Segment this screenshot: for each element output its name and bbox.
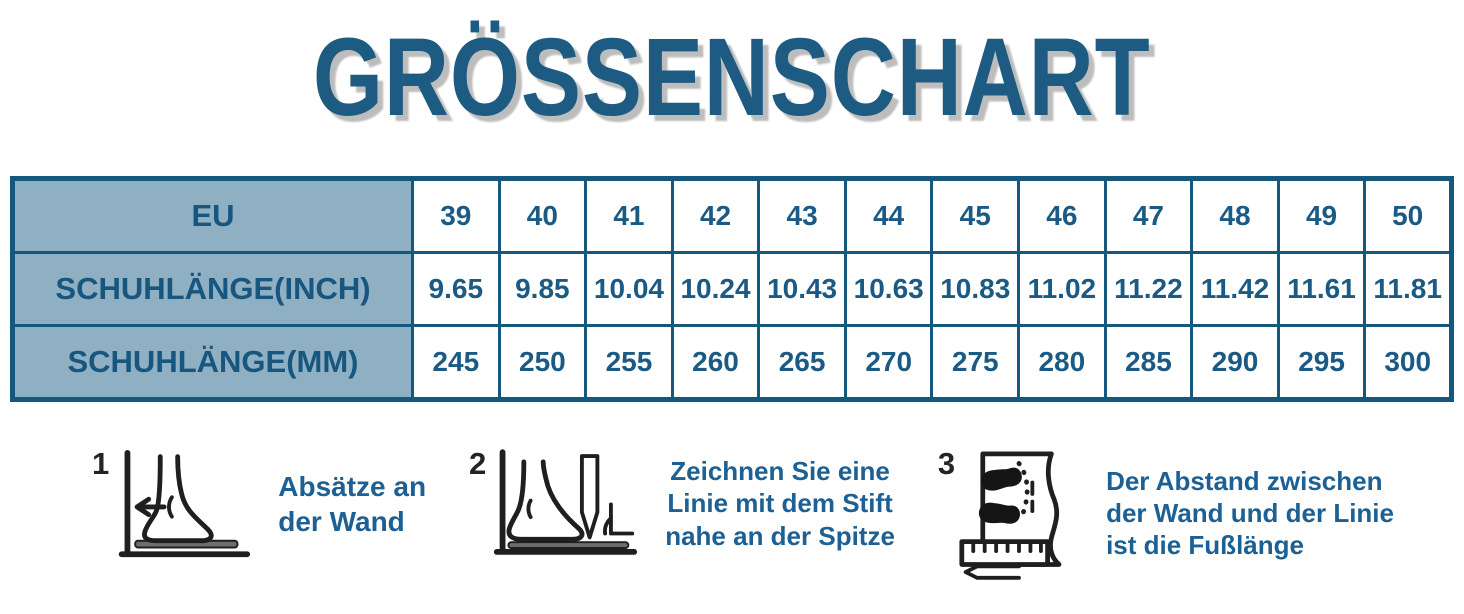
step-text-line: Absätze an bbox=[278, 471, 427, 503]
size-cell: 47 bbox=[1103, 177, 1194, 254]
size-cell: 250 bbox=[497, 324, 588, 401]
step-text-line: Zeichnen Sie eine bbox=[670, 456, 890, 487]
step-2: 2 Zeichnen Sie eine Linie mit dem Stift … bbox=[469, 446, 895, 561]
size-cell: 11.02 bbox=[1017, 251, 1107, 327]
size-cell: 11.81 bbox=[1363, 251, 1453, 327]
step-text-line: der Wand und der Linie bbox=[1106, 497, 1394, 528]
step-text-line: ist die Fußlänge bbox=[1106, 530, 1304, 561]
step-1-text: Absätze an der Wand bbox=[278, 470, 426, 539]
page-title: GRÖSSENSCHART bbox=[313, 16, 1151, 139]
pencil-glyph bbox=[580, 454, 600, 540]
table-row-mm: SCHUHLÄNGE(MM) 245 250 255 260 265 270 2… bbox=[11, 324, 1453, 401]
step-text-line: der Wand bbox=[278, 506, 405, 537]
size-cell: 44 bbox=[843, 177, 934, 254]
size-cell: 9.65 bbox=[411, 251, 501, 327]
size-cell: 260 bbox=[670, 324, 761, 401]
size-cell: 48 bbox=[1190, 177, 1280, 254]
step-text-line: Linie mit dem Stift bbox=[667, 488, 893, 519]
title-area: GRÖSSENSCHART bbox=[0, 14, 1464, 148]
draw-line-at-toe-icon bbox=[494, 449, 638, 555]
paper-sheet bbox=[980, 451, 1062, 567]
size-cell: 45 bbox=[930, 177, 1021, 254]
size-cell: 50 bbox=[1363, 177, 1453, 254]
step-1-number: 1 bbox=[92, 446, 110, 481]
step-3-text: Der Abstand zwischen der Wand und der Li… bbox=[1106, 465, 1394, 562]
size-cell: 280 bbox=[1017, 324, 1107, 401]
size-cell: 11.42 bbox=[1190, 251, 1280, 327]
row-label-cell: EU bbox=[11, 177, 414, 254]
arrow-to-wall bbox=[134, 496, 167, 518]
size-cell: 10.83 bbox=[930, 251, 1021, 327]
measure-instructions: 1 Absätze an der Wand 2 bbox=[0, 446, 1464, 580]
size-chart-page: GRÖSSENSCHART EU 39 40 41 42 43 44 45 46… bbox=[0, 14, 1464, 580]
measure-foot-length-icon bbox=[959, 451, 1062, 580]
step-2-text: Zeichnen Sie eine Linie mit dem Stift na… bbox=[665, 455, 895, 552]
size-cell: 10.04 bbox=[584, 251, 674, 327]
step-text-line: nahe an der Spitze bbox=[665, 520, 895, 551]
step-2-number: 2 bbox=[468, 446, 487, 481]
size-cell: 300 bbox=[1363, 324, 1453, 401]
step-3-number: 3 bbox=[937, 446, 956, 481]
heel-against-wall-icon bbox=[119, 449, 251, 558]
size-cell: 11.22 bbox=[1103, 251, 1194, 327]
size-cell: 41 bbox=[584, 177, 674, 254]
size-cell: 295 bbox=[1276, 324, 1367, 401]
pencil-glyph bbox=[963, 564, 1021, 580]
size-cell: 265 bbox=[757, 324, 847, 401]
step-3: 3 Der Abstand zwischen der Wand und der … bbox=[938, 446, 1394, 580]
size-cell: 10.24 bbox=[670, 251, 761, 327]
step-text-line: Der Abstand zwischen bbox=[1106, 465, 1383, 496]
size-cell: 46 bbox=[1017, 177, 1107, 254]
table-row-inch: SCHUHLÄNGE(INCH) 9.65 9.85 10.04 10.24 1… bbox=[11, 251, 1453, 327]
row-label-cell: SCHUHLÄNGE(INCH) bbox=[11, 251, 414, 327]
size-cell: 49 bbox=[1276, 177, 1367, 254]
size-cell: 290 bbox=[1190, 324, 1280, 401]
size-cell: 255 bbox=[584, 324, 674, 401]
size-cell: 275 bbox=[930, 324, 1021, 401]
size-cell: 43 bbox=[757, 177, 847, 254]
size-cell: 245 bbox=[411, 324, 501, 401]
size-cell: 40 bbox=[497, 177, 588, 254]
angle-mark bbox=[603, 502, 635, 536]
size-cell: 39 bbox=[411, 177, 501, 254]
size-cell: 270 bbox=[843, 324, 934, 401]
size-cell: 10.43 bbox=[757, 251, 847, 327]
footprint bbox=[981, 467, 1022, 491]
size-cell: 11.61 bbox=[1276, 251, 1367, 327]
step-1: 1 Absätze an der Wand bbox=[92, 446, 426, 564]
size-cell: 285 bbox=[1103, 324, 1194, 401]
size-cell: 9.85 bbox=[497, 251, 588, 327]
size-cell: 10.63 bbox=[843, 251, 934, 327]
table-row-eu: EU 39 40 41 42 43 44 45 46 47 48 49 50 bbox=[11, 177, 1453, 254]
size-table: EU 39 40 41 42 43 44 45 46 47 48 49 50 S… bbox=[10, 176, 1454, 402]
row-label-cell: SCHUHLÄNGE(MM) bbox=[11, 324, 414, 401]
size-cell: 42 bbox=[670, 177, 761, 254]
footprint bbox=[979, 502, 1021, 524]
